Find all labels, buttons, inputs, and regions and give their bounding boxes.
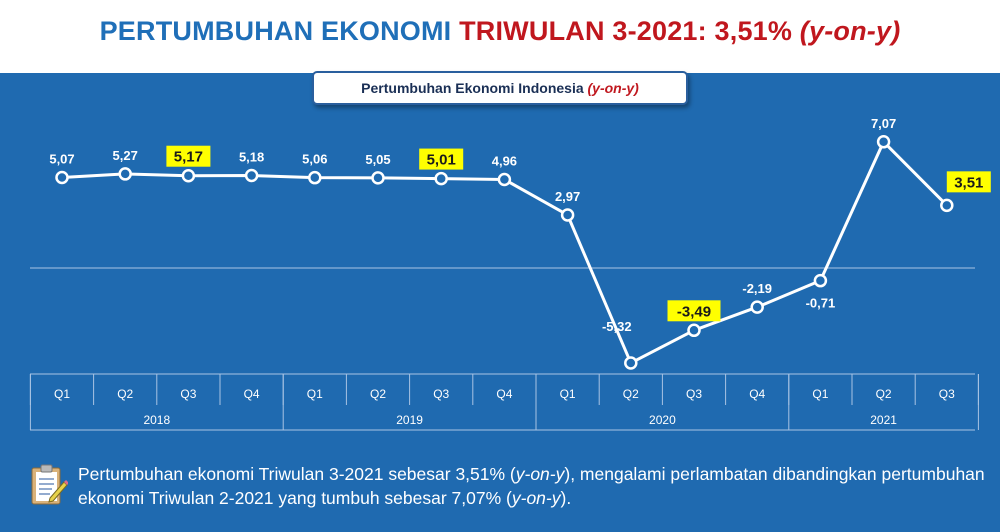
data-label: 7,07 <box>871 116 896 131</box>
quarter-tick-label: Q2 <box>623 387 639 401</box>
quarter-tick-label: Q2 <box>117 387 133 401</box>
data-point <box>560 208 575 222</box>
quarter-tick-label: Q1 <box>54 387 70 401</box>
data-point <box>55 170 69 185</box>
highlight-box <box>946 171 991 193</box>
quarter-tick-label: Q3 <box>433 387 449 401</box>
summary-note-segment: Pertumbuhan ekonomi Triwulan 3-2021 sebe… <box>78 464 516 484</box>
quarter-tick-label: Q3 <box>939 387 955 401</box>
quarter-tick-label: Q4 <box>496 387 512 401</box>
quarter-tick-label: Q4 <box>244 387 260 401</box>
data-label: 5,17 <box>174 149 203 166</box>
data-point <box>118 167 132 181</box>
data-point <box>624 356 638 370</box>
title-part-3: (y-on-y) <box>799 16 901 46</box>
quarter-tick-label: Q4 <box>749 387 765 401</box>
chart-subtitle: Pertumbuhan Ekonomi Indonesia (y-on-y) <box>312 71 688 105</box>
quarter-tick-label: Q1 <box>560 387 576 401</box>
summary-note-segment: ). <box>560 488 572 508</box>
chart-subtitle-suffix: (y-on-y) <box>587 80 639 96</box>
title-part-2: TRIWULAN 3-2021: 3,51% <box>459 16 793 46</box>
clipboard-icon <box>28 462 69 513</box>
quarter-tick-label: Q3 <box>180 387 196 401</box>
summary-note-segment: y-on-y <box>511 488 561 508</box>
data-point <box>750 300 764 314</box>
year-label: 2019 <box>396 413 423 427</box>
highlight-box <box>419 148 464 170</box>
summary-note-segment: ), mengalami perlambatan dibandingkan pe… <box>78 464 985 508</box>
data-label: -0,71 <box>806 296 836 311</box>
data-point <box>244 168 259 183</box>
data-label: 3,51 <box>954 174 983 191</box>
data-label: 5,27 <box>113 148 138 163</box>
data-point <box>497 172 512 187</box>
summary-note-segment: y-on-y <box>515 464 565 484</box>
year-label: 2018 <box>143 413 170 427</box>
data-label: -5,32 <box>602 319 632 334</box>
data-label: 5,01 <box>427 152 456 169</box>
data-label: 5,06 <box>302 152 327 167</box>
quarter-tick-label: Q1 <box>307 387 323 401</box>
data-point <box>687 323 701 338</box>
year-label: 2021 <box>870 413 897 427</box>
year-label: 2020 <box>649 413 676 427</box>
highlight-box <box>166 145 211 167</box>
growth-line-chart: 2018 2019 2020 2021 Q1 Q2 Q3 Q4 Q1 Q2 Q3 Q4 Q1 Q2 Q3 Q4… <box>29 116 991 431</box>
chart-subtitle-main: Pertumbuhan Ekonomi Indonesia <box>361 80 584 96</box>
highlight-box <box>667 300 721 322</box>
quarter-tick-label: Q3 <box>686 387 702 401</box>
title-part-1: PERTUMBUHAN EKONOMI <box>99 16 452 46</box>
data-point <box>940 198 954 213</box>
data-label: -3,49 <box>677 303 711 320</box>
data-point <box>876 135 891 149</box>
data-label: 5,07 <box>49 152 74 167</box>
quarter-tick-label: Q2 <box>370 387 386 401</box>
data-point <box>308 170 322 185</box>
quarter-tick-label: Q2 <box>876 387 892 401</box>
summary-note: Pertumbuhan ekonomi Triwulan 3-2021 sebe… <box>78 462 988 510</box>
data-point <box>181 168 196 183</box>
data-point <box>813 273 828 288</box>
quarter-tick-label: Q1 <box>812 387 828 401</box>
data-point <box>371 171 385 185</box>
data-label: 4,96 <box>492 153 517 168</box>
data-label: -2,19 <box>742 281 772 296</box>
data-label: 2,97 <box>555 189 580 204</box>
page-title: PERTUMBUHAN EKONOMI TRIWULAN 3-2021: 3,5… <box>0 16 1000 47</box>
data-label: 5,05 <box>365 152 390 167</box>
data-point <box>434 171 448 186</box>
data-label: 5,18 <box>239 150 264 165</box>
